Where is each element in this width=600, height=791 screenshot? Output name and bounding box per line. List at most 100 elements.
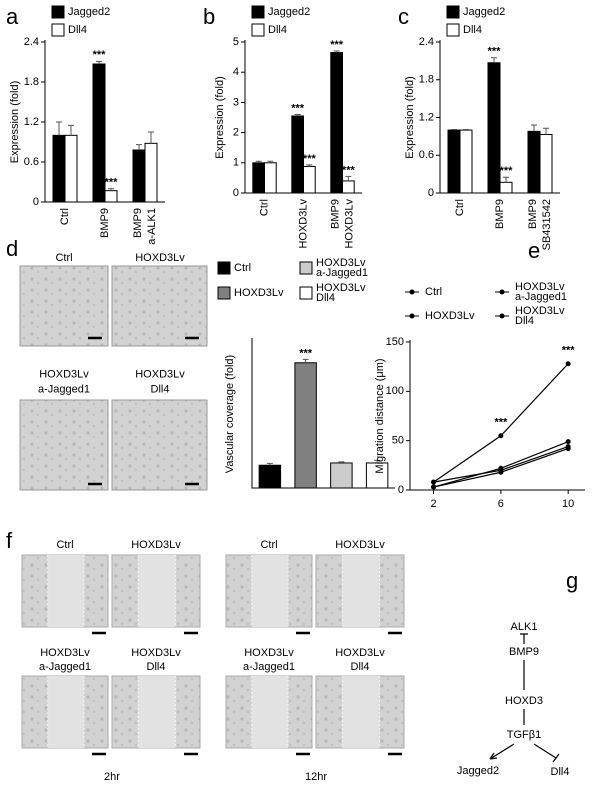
error-bar bbox=[338, 461, 345, 463]
error-bar bbox=[294, 113, 301, 116]
pathway-node: Dll4 bbox=[551, 766, 570, 778]
significance: *** bbox=[500, 165, 514, 177]
image-label: Ctrl bbox=[260, 539, 277, 551]
significance: *** bbox=[342, 164, 356, 176]
significance: *** bbox=[562, 345, 576, 357]
legend-swatch bbox=[51, 5, 65, 19]
legend-label: Ctrl bbox=[425, 286, 442, 298]
panel-letter: d bbox=[6, 236, 18, 261]
point bbox=[565, 446, 571, 452]
image-label: HOXD3Lv bbox=[131, 539, 181, 551]
significance: *** bbox=[303, 153, 317, 165]
y-axis-label: Vascular coverage (fold) bbox=[224, 355, 236, 473]
legend-label: Jagged2 bbox=[268, 6, 310, 18]
bar bbox=[294, 362, 317, 489]
wound-images: Ctrl HOXD3Lv HOXD3Lv a-Jagged1 HOXD3Lv Dll4 2h… bbox=[21, 539, 405, 783]
significance: *** bbox=[299, 347, 313, 359]
legend-label: Jagged2 bbox=[68, 6, 110, 18]
legend-marker bbox=[499, 289, 505, 295]
pathway-node: Jagged2 bbox=[457, 765, 499, 777]
error-bar bbox=[148, 131, 154, 144]
error-bar bbox=[267, 160, 274, 163]
legend-label: HOXD3Lv Dll4 bbox=[515, 305, 565, 327]
y-axis-label: Expression (fold) bbox=[9, 81, 21, 164]
point bbox=[498, 465, 504, 471]
y-tick-label: 0 bbox=[428, 187, 434, 199]
error-bar bbox=[96, 60, 102, 64]
x-tick-label: BMP9 a-ALK1 bbox=[132, 208, 158, 245]
y-axis-label: Migration distance (μm) bbox=[374, 358, 386, 473]
legend-label: Dll4 bbox=[268, 24, 287, 36]
legend-marker bbox=[499, 313, 505, 319]
y-tick-label: 150 bbox=[386, 336, 404, 348]
legend-label: Ctrl bbox=[234, 262, 251, 274]
pathway-diagram: ALK1 BMP9 HOXD3 TGFβ1 Jagged2 Dll4 bbox=[457, 621, 570, 778]
legend-label: HOXD3Lv a-Jagged1 bbox=[316, 257, 368, 279]
x-tick-label: Ctrl bbox=[59, 208, 71, 225]
micrograph bbox=[111, 265, 208, 347]
legend-marker bbox=[409, 289, 415, 295]
image-label: Ctrl bbox=[56, 539, 73, 551]
y-tick-label: 0.6 bbox=[24, 156, 39, 168]
wound-gap bbox=[138, 676, 176, 748]
error-bar bbox=[136, 144, 142, 150]
legend-swatch bbox=[251, 23, 265, 37]
pathway-node: BMP9 bbox=[509, 646, 539, 658]
error-bar bbox=[463, 128, 469, 131]
x-tick-label: HOXD3Lv bbox=[297, 199, 309, 249]
significance: *** bbox=[330, 39, 344, 51]
pathway-node: HOXD3 bbox=[505, 695, 543, 707]
wound-gap bbox=[138, 555, 176, 627]
bar bbox=[291, 115, 304, 194]
y-tick-label: 0 bbox=[398, 484, 404, 496]
bar bbox=[330, 462, 353, 489]
image-label: HOXD3Lv a-Jagged1 bbox=[39, 647, 91, 673]
error-bar bbox=[333, 50, 340, 53]
error-bar bbox=[374, 459, 381, 463]
y-tick-label: 2.4 bbox=[419, 36, 434, 48]
image-label: HOXD3Lv Dll4 bbox=[335, 647, 385, 673]
x-tick-label: 10 bbox=[562, 498, 574, 510]
legend-swatch bbox=[217, 286, 231, 300]
legend-label: HOXD3Lv Dll4 bbox=[316, 282, 366, 304]
wound-gap bbox=[342, 555, 380, 627]
y-tick-label: 5 bbox=[233, 36, 239, 48]
legend-swatch bbox=[251, 5, 265, 19]
x-tick-label: BMP9 SB431542 bbox=[527, 199, 553, 250]
y-tick-label: 100 bbox=[386, 385, 404, 397]
line bbox=[433, 441, 569, 488]
y-tick-label: 0.6 bbox=[419, 149, 434, 161]
legend-label: HOXD3Lv bbox=[234, 287, 284, 299]
legend-swatch bbox=[299, 261, 313, 275]
image-label: HOXD3Lv bbox=[135, 252, 185, 264]
legend-swatch bbox=[51, 23, 65, 37]
y-axis-label: Expression (fold) bbox=[404, 76, 416, 159]
wound-gap bbox=[342, 676, 380, 748]
y-tick-label: 1.8 bbox=[419, 74, 434, 86]
error-bar bbox=[68, 124, 74, 136]
time-label: 12hr bbox=[305, 771, 327, 783]
y-tick-label: 2 bbox=[233, 127, 239, 139]
y-axis-label: Expression (fold) bbox=[214, 76, 226, 159]
error-bar bbox=[108, 188, 114, 191]
image-label: HOXD3Lv bbox=[335, 539, 385, 551]
y-tick-label: 50 bbox=[392, 435, 404, 447]
panel-letter: f bbox=[6, 528, 13, 553]
wound-gap bbox=[47, 676, 84, 748]
y-tick-label: 1.2 bbox=[24, 116, 39, 128]
image-label: Ctrl bbox=[55, 252, 72, 264]
panel-letter: a bbox=[6, 4, 19, 29]
bar bbox=[499, 181, 513, 194]
image-label: HOXD3Lv Dll4 bbox=[135, 368, 185, 395]
significance: *** bbox=[105, 177, 119, 189]
panel-letter: c bbox=[398, 4, 409, 29]
panel-letter: e bbox=[528, 238, 540, 263]
axis bbox=[251, 338, 395, 489]
bar bbox=[303, 165, 316, 194]
y-tick-label: 2.4 bbox=[24, 36, 39, 48]
y-tick-label: 4 bbox=[233, 66, 239, 78]
x-tick-label: 6 bbox=[498, 498, 504, 510]
x-tick-label: Ctrl bbox=[454, 199, 466, 216]
panel-letter: b bbox=[203, 4, 215, 29]
y-tick-label: 1.8 bbox=[24, 76, 39, 88]
